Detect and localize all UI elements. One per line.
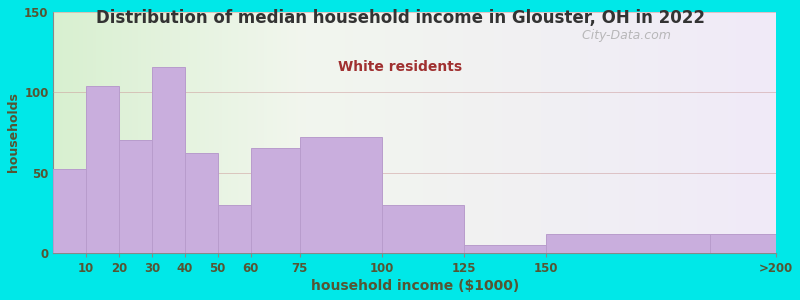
X-axis label: household income ($1000): household income ($1000) [310,279,519,293]
Text: Distribution of median household income in Glouster, OH in 2022: Distribution of median household income … [95,9,705,27]
Bar [54,169,86,253]
Bar [152,67,185,253]
Bar [119,140,152,253]
Text: White residents: White residents [338,60,462,74]
Bar [710,234,776,253]
Bar [250,148,300,253]
Bar [185,153,218,253]
Bar [300,137,382,253]
Y-axis label: households: households [7,92,20,172]
Bar [382,205,464,253]
Bar [464,245,546,253]
Text: City-Data.com: City-Data.com [574,29,670,42]
Bar [546,234,710,253]
Bar [218,205,250,253]
Bar [86,86,119,253]
